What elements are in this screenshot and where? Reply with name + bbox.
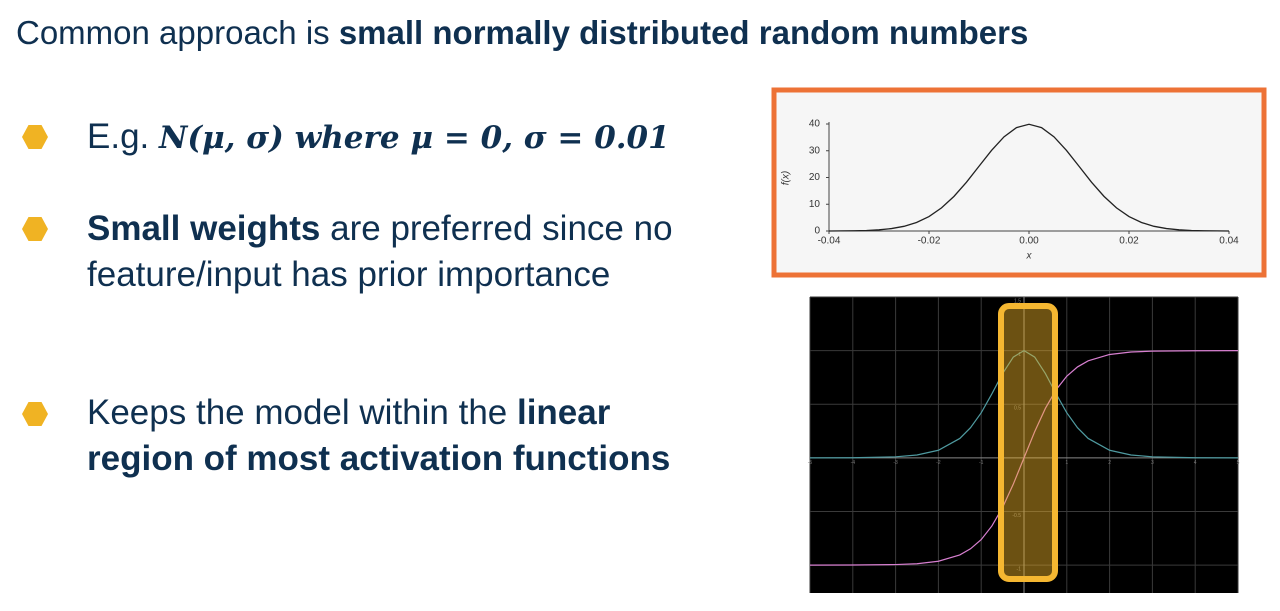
x-tick-label: 0.02 bbox=[1119, 236, 1139, 247]
y-tick-label: 0.5 bbox=[1014, 406, 1021, 412]
y-axis-label: f(x) bbox=[781, 171, 792, 185]
x-tick-label: 2 bbox=[1108, 460, 1111, 466]
highlight-box bbox=[998, 303, 1058, 582]
bullet-text: E.g. bbox=[87, 117, 159, 156]
x-axis-label: x bbox=[1026, 251, 1033, 262]
y-tick-label: 30 bbox=[809, 145, 821, 156]
y-tick-label: 40 bbox=[809, 119, 821, 130]
y-tick-label: 1 bbox=[1018, 352, 1021, 358]
bullet: Small weights are preferred since no fea… bbox=[87, 206, 707, 298]
x-tick-label: -1 bbox=[979, 460, 984, 466]
line-series bbox=[809, 349, 1239, 459]
y-tick-label: -1 bbox=[1017, 566, 1022, 572]
bullet: Keeps the model within the linear region… bbox=[87, 390, 707, 482]
y-tick-label: -0.5 bbox=[1012, 513, 1021, 519]
x-tick-label: 1 bbox=[1065, 460, 1068, 466]
bullet-text: are preferred since no feature/input has… bbox=[87, 209, 673, 294]
x-tick-label: -2 bbox=[936, 460, 941, 466]
y-tick-label: 1.5 bbox=[1014, 298, 1021, 304]
x-tick-label: 3 bbox=[1151, 460, 1154, 466]
bullet-text: Keeps the model within the bbox=[87, 393, 517, 432]
x-tick-label: -0.02 bbox=[918, 236, 941, 247]
line-series bbox=[828, 123, 1230, 232]
y-tick-label: 10 bbox=[809, 199, 821, 210]
y-tick-label: 0 bbox=[814, 226, 820, 237]
x-tick-label: -3 bbox=[893, 460, 898, 466]
x-tick-label: -0.04 bbox=[818, 236, 841, 247]
line-series bbox=[809, 350, 1239, 566]
x-tick-label: -4 bbox=[851, 460, 856, 466]
chart-frame bbox=[771, 87, 1267, 278]
formula: N(μ, σ) where μ = 0, σ = 0.01 bbox=[158, 120, 670, 156]
y-tick-label: 20 bbox=[809, 172, 821, 183]
slide-title: Common approach is small normally distri… bbox=[16, 14, 1028, 52]
bullet: E.g. N(μ, σ) where μ = 0, σ = 0.01 bbox=[87, 114, 707, 161]
title-bold: small normally distributed random number… bbox=[338, 14, 1029, 51]
x-tick-label: -5 bbox=[808, 460, 813, 466]
x-tick-label: 0.04 bbox=[1219, 236, 1239, 247]
bullet-bold: Small weights bbox=[87, 209, 321, 248]
bullet-bold: linear region of most activation functio… bbox=[87, 393, 671, 478]
x-tick-label: 4 bbox=[1194, 460, 1197, 466]
x-tick-label: 0.00 bbox=[1019, 236, 1039, 247]
title-text: Common approach is bbox=[16, 14, 339, 51]
x-tick-label: 5 bbox=[1237, 460, 1240, 466]
